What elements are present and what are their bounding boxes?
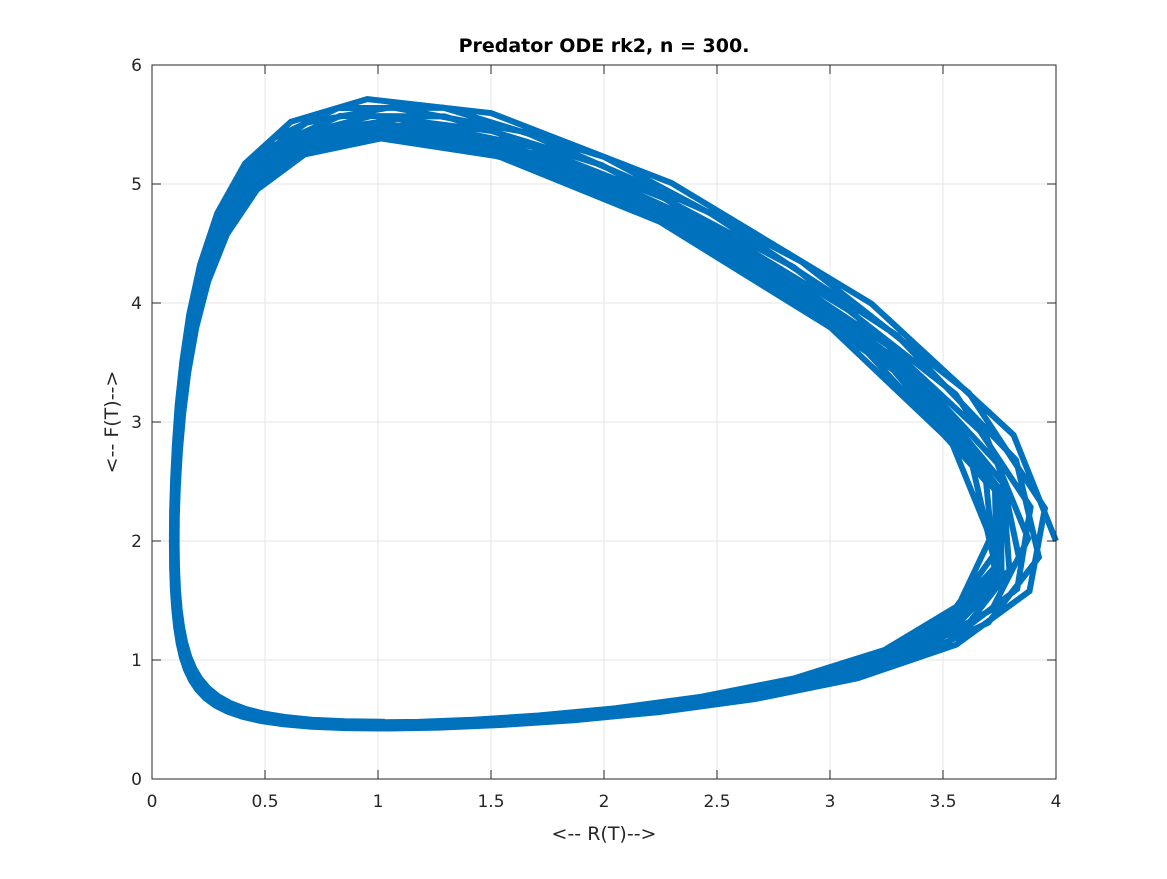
x-tick-label: 1 [373, 792, 384, 812]
y-tick-labels: 0 1 2 3 4 5 6 [131, 56, 142, 790]
x-tick-label: 1.5 [477, 792, 504, 812]
x-tick-label: 0 [147, 792, 158, 812]
x-tick-label: 2 [599, 792, 610, 812]
y-tick-label: 5 [131, 175, 142, 195]
series-line [168, 96, 1059, 732]
y-tick-label: 0 [131, 770, 142, 790]
chart-title: Predator ODE rk2, n = 300. [459, 35, 750, 57]
y-axis-label: <-- F(T)--> [101, 371, 123, 474]
y-tick-label: 6 [131, 56, 142, 76]
x-axis-label: <-- R(T)--> [552, 823, 657, 845]
x-tick-label: 3.5 [929, 792, 956, 812]
y-tick-label: 2 [131, 532, 142, 552]
x-tick-label: 3 [825, 792, 836, 812]
x-tick-label: 0.5 [251, 792, 278, 812]
tick-marks [151, 64, 1057, 780]
y-tick-label: 3 [131, 413, 142, 433]
y-tick-label: 4 [131, 294, 142, 314]
x-tick-label: 4 [1051, 792, 1062, 812]
x-tick-label: 2.5 [703, 792, 730, 812]
x-tick-labels: 0 0.5 1 1.5 2 2.5 3 3.5 4 [147, 792, 1062, 812]
series-group [168, 96, 1059, 732]
y-tick-label: 1 [131, 651, 142, 671]
